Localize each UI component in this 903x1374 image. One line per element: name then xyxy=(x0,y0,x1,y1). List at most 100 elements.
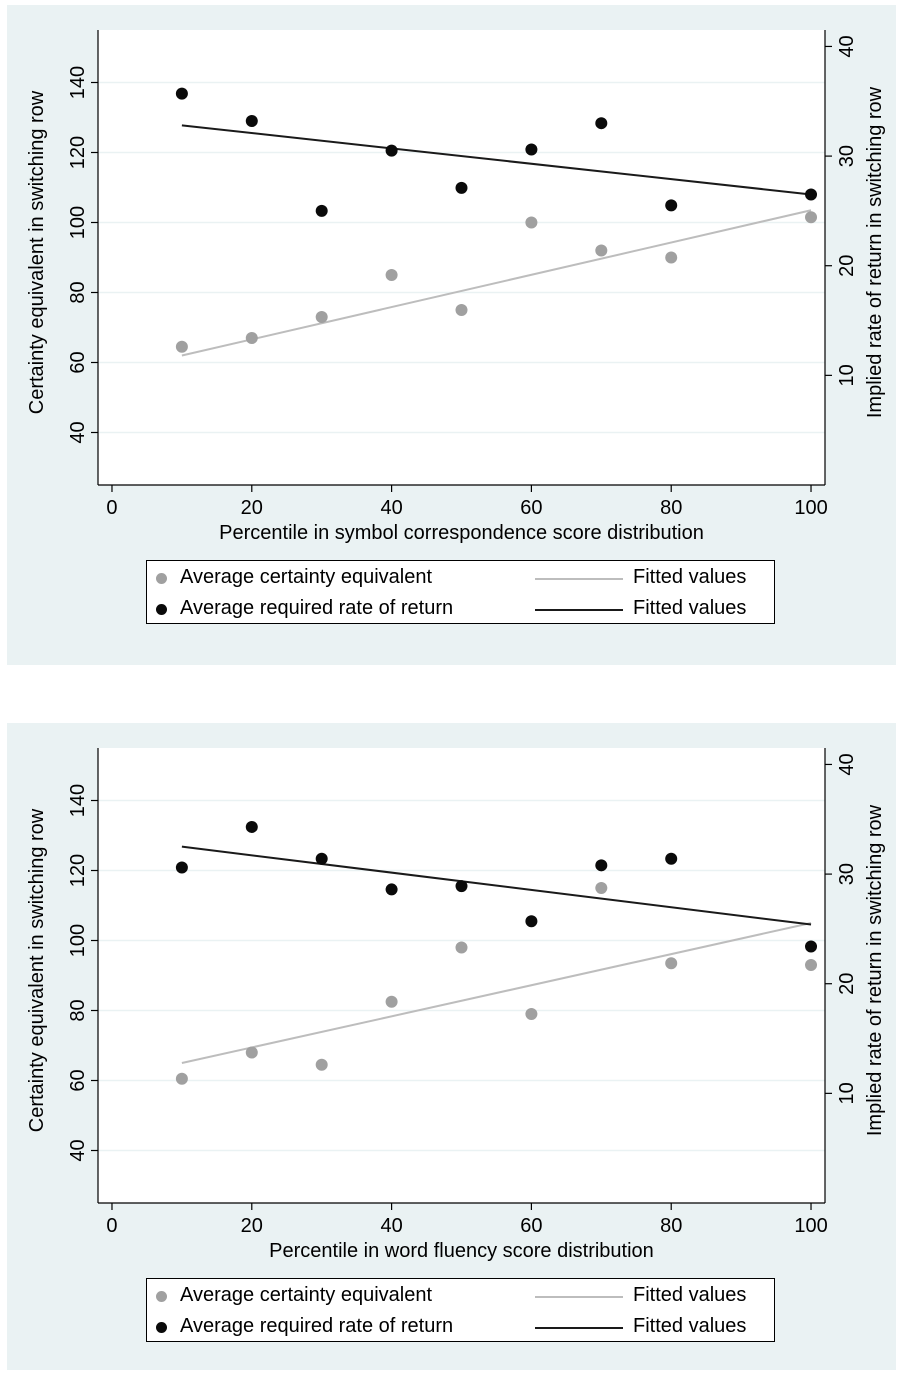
legend-label-return: Average required rate of return xyxy=(180,597,454,619)
chart-1-plot-area xyxy=(98,30,825,485)
chart-1-point-return-60 xyxy=(525,143,538,156)
chart-2-y-right-tick-label-40: 40 xyxy=(836,753,858,775)
chart-1-y-left-tick-label-120: 120 xyxy=(67,136,89,169)
legend-label-certainty-fit: Fitted values xyxy=(633,1284,747,1306)
chart-2-fit-line-right xyxy=(181,845,812,926)
chart-1-point-certainty-80 xyxy=(665,251,678,264)
chart-2-point-return-50 xyxy=(455,880,468,893)
chart-2-y-right-tick-label-20: 20 xyxy=(836,973,858,995)
legend-row-return: Average required rate of return Fitted v… xyxy=(147,1312,774,1342)
legend-line-certainty-fit xyxy=(535,1296,623,1298)
chart-2-y-left-tick-label-80: 80 xyxy=(67,999,89,1021)
legend-label-certainty: Average certainty equivalent xyxy=(180,1284,433,1306)
legend-label-return-fit: Fitted values xyxy=(633,1315,747,1337)
chart-2-plot-area xyxy=(98,748,825,1203)
legend-line-return-fit xyxy=(535,1327,623,1329)
chart-2-point-return-30 xyxy=(315,852,328,865)
chart-1-y-right-tick-label-40: 40 xyxy=(836,35,858,57)
chart-1-y-left-tick-label-40: 40 xyxy=(67,421,89,443)
chart-1-x-tick-label-40: 40 xyxy=(380,497,402,519)
chart-2-point-return-80 xyxy=(665,852,678,865)
chart-2-point-certainty-10 xyxy=(175,1072,188,1085)
chart-1-point-certainty-70 xyxy=(595,244,608,257)
legend-row-return: Average required rate of return Fitted v… xyxy=(147,594,774,624)
chart-2-x-tick-label-0: 0 xyxy=(106,1215,117,1237)
chart-1-point-certainty-60 xyxy=(525,216,538,229)
chart-1-y-right-axis-title: Implied rate of return in switching row xyxy=(864,86,886,418)
chart-2-y-left-axis-title: Certainty equivalent in switching row xyxy=(26,808,48,1132)
chart-2-y-right-tick-label-30: 30 xyxy=(836,863,858,885)
chart-2-y-right-tick-label-10: 10 xyxy=(836,1082,858,1104)
chart-1-y-left-tick-label-100: 100 xyxy=(67,206,89,239)
chart-panel-symbol-correspondence: 0 20 40 60 80 100 40 60 80 100 120 140 10 20 30 40 Perce… xyxy=(7,5,896,665)
legend-label-certainty: Average certainty equivalent xyxy=(180,566,433,588)
chart-1-y-left-tick-label-80: 80 xyxy=(67,281,89,303)
chart-2-point-return-70 xyxy=(595,859,608,872)
chart-1-point-return-70 xyxy=(595,117,608,130)
legend-label-certainty-fit: Fitted values xyxy=(633,566,747,588)
chart-1-y-left-axis-title: Certainty equivalent in switching row xyxy=(26,90,48,414)
chart-1-x-tick-label-20: 20 xyxy=(241,497,263,519)
chart-1-point-return-20 xyxy=(245,115,258,127)
chart-2-point-return-10 xyxy=(175,861,188,874)
legend: Average certainty equivalent Fitted valu… xyxy=(146,1278,775,1342)
chart-1-point-return-100 xyxy=(805,188,818,201)
chart-2-y-left-tick-label-100: 100 xyxy=(67,924,89,957)
chart-2-y-left-tick-label-60: 60 xyxy=(67,1069,89,1091)
chart-2-y-left-tick-label-140: 140 xyxy=(67,784,89,817)
chart-2-point-return-60 xyxy=(525,915,538,928)
legend-line-return-fit xyxy=(535,609,623,611)
chart-1-y-right-tick-label-10: 10 xyxy=(836,364,858,386)
legend-label-return: Average required rate of return xyxy=(180,1315,454,1337)
chart-2-x-tick-label-80: 80 xyxy=(660,1215,682,1237)
chart-2-y-left-tick-label-40: 40 xyxy=(67,1139,89,1161)
chart-1-point-return-50 xyxy=(455,181,468,194)
chart-svg-2: 0 20 40 60 80 100 40 60 80 100 120 140 10 20 30 40 Perce… xyxy=(26,748,886,1262)
legend-marker-certainty xyxy=(156,573,167,584)
chart-2-x-tick-label-100: 100 xyxy=(794,1215,827,1237)
chart-1-x-tick-label-80: 80 xyxy=(660,497,682,519)
chart-2-point-return-40 xyxy=(385,883,398,896)
chart-1-y-right-tick-label-30: 30 xyxy=(836,145,858,167)
chart-2-x-tick-label-40: 40 xyxy=(380,1215,402,1237)
legend-marker-certainty xyxy=(156,1291,167,1302)
legend-marker-return xyxy=(156,1322,167,1333)
chart-2-x-tick-label-60: 60 xyxy=(520,1215,542,1237)
chart-2-point-certainty-30 xyxy=(315,1058,328,1071)
chart-1-point-certainty-50 xyxy=(455,304,468,316)
chart-2-fit-line-left xyxy=(181,922,812,1064)
legend: Average certainty equivalent Fitted valu… xyxy=(146,560,775,624)
chart-panel-word-fluency: 0 20 40 60 80 100 40 60 80 100 120 140 10 20 30 40 Perce… xyxy=(7,723,896,1370)
legend-line-certainty-fit xyxy=(535,578,623,580)
chart-svg-1: 0 20 40 60 80 100 40 60 80 100 120 140 10 20 30 40 Perce… xyxy=(26,30,886,544)
chart-2-point-certainty-40 xyxy=(385,995,398,1008)
chart-2-point-certainty-70 xyxy=(595,882,608,894)
chart-2-point-certainty-80 xyxy=(665,957,678,970)
chart-1-point-return-30 xyxy=(315,204,328,217)
chart-1-x-tick-label-0: 0 xyxy=(106,497,117,519)
chart-1-y-left-tick-label-140: 140 xyxy=(67,66,89,99)
chart-1-point-return-80 xyxy=(665,199,678,212)
chart-2-point-certainty-20 xyxy=(245,1046,258,1059)
chart-1-point-certainty-20 xyxy=(245,332,258,344)
chart-1-fit-line-left xyxy=(181,209,812,357)
chart-2-point-certainty-100 xyxy=(805,959,818,971)
chart-1-x-tick-label-100: 100 xyxy=(794,497,827,519)
chart-1-point-certainty-10 xyxy=(175,340,188,353)
chart-1-y-left-tick-label-60: 60 xyxy=(67,351,89,373)
chart-2-point-certainty-60 xyxy=(525,1008,538,1020)
chart-1-point-certainty-30 xyxy=(315,311,328,323)
chart-1-point-certainty-40 xyxy=(385,269,398,281)
chart-2-x-axis-title: Percentile in word fluency score distrib… xyxy=(269,1240,654,1262)
chart-2-x-tick-label-20: 20 xyxy=(241,1215,263,1237)
chart-1-x-axis-title: Percentile in symbol correspondence scor… xyxy=(219,522,704,544)
chart-2-point-return-100 xyxy=(805,940,818,953)
legend-label-return-fit: Fitted values xyxy=(633,597,747,619)
chart-2-point-return-20 xyxy=(245,820,258,833)
chart-2-y-left-tick-label-120: 120 xyxy=(67,854,89,887)
chart-1-point-return-10 xyxy=(175,87,188,100)
legend-marker-return xyxy=(156,604,167,615)
chart-1-x-tick-label-60: 60 xyxy=(520,497,542,519)
chart-2-y-right-axis-title: Implied rate of return in switching row xyxy=(864,804,886,1136)
chart-1-fit-line-right xyxy=(181,124,812,196)
